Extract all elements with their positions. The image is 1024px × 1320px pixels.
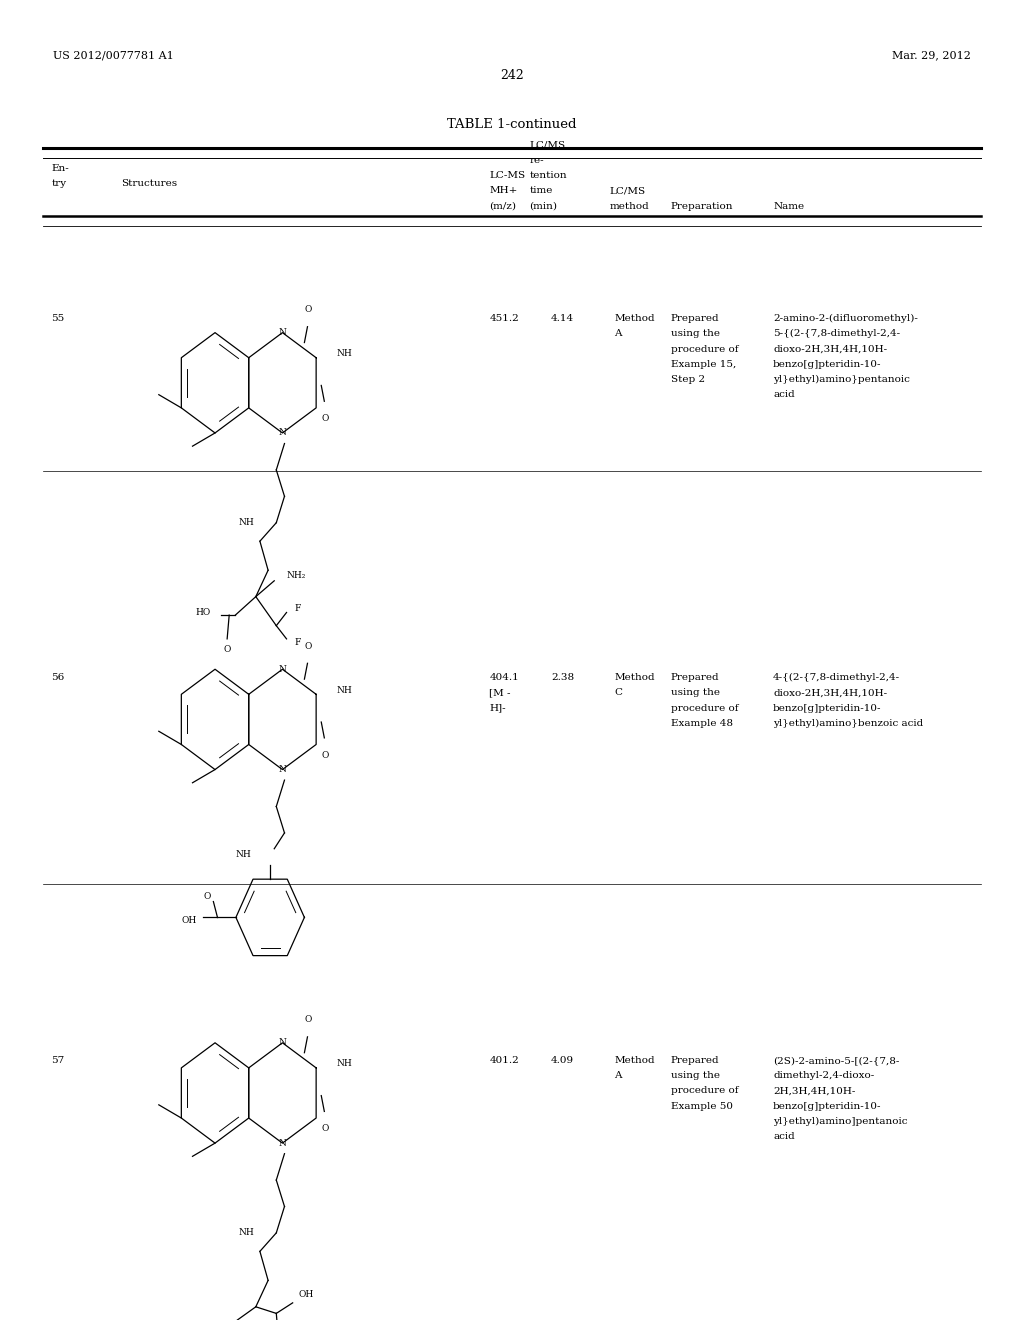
Text: procedure of: procedure of (671, 345, 738, 354)
Text: F: F (295, 605, 301, 612)
Text: using the: using the (671, 1072, 720, 1080)
Text: NH: NH (337, 686, 352, 694)
Text: MH+: MH+ (489, 186, 518, 195)
Text: Prepared: Prepared (671, 673, 719, 682)
Text: re-: re- (529, 156, 544, 165)
Text: 4.14: 4.14 (551, 314, 574, 323)
Text: Example 15,: Example 15, (671, 359, 736, 368)
Text: Prepared: Prepared (671, 1056, 719, 1065)
Text: yl}ethyl)amino}benzoic acid: yl}ethyl)amino}benzoic acid (773, 718, 924, 727)
Text: acid: acid (773, 391, 795, 399)
Text: N: N (279, 1139, 287, 1147)
Text: OH: OH (181, 916, 197, 924)
Text: NH: NH (236, 850, 252, 858)
Text: 5-{(2-{7,8-dimethyl-2,4-: 5-{(2-{7,8-dimethyl-2,4- (773, 329, 900, 338)
Text: TABLE 1-continued: TABLE 1-continued (447, 117, 577, 131)
Text: NH₂: NH₂ (287, 572, 306, 579)
Text: Mar. 29, 2012: Mar. 29, 2012 (892, 50, 971, 61)
Text: 55: 55 (51, 314, 65, 323)
Text: acid: acid (773, 1131, 795, 1140)
Text: benzo[g]pteridin-10-: benzo[g]pteridin-10- (773, 359, 882, 368)
Text: O: O (305, 642, 312, 651)
Text: Method: Method (614, 314, 655, 323)
Text: 4-{(2-{7,8-dimethyl-2,4-: 4-{(2-{7,8-dimethyl-2,4- (773, 673, 900, 682)
Text: LC-MS: LC-MS (489, 172, 525, 181)
Text: 451.2: 451.2 (489, 314, 519, 323)
Text: F: F (295, 639, 301, 647)
Text: Example 48: Example 48 (671, 718, 733, 727)
Text: N: N (279, 1039, 287, 1047)
Text: O: O (204, 892, 211, 900)
Text: procedure of: procedure of (671, 704, 738, 713)
Text: benzo[g]pteridin-10-: benzo[g]pteridin-10- (773, 704, 882, 713)
Text: N: N (279, 429, 287, 437)
Text: procedure of: procedure of (671, 1086, 738, 1096)
Text: NH: NH (337, 1060, 352, 1068)
Text: Prepared: Prepared (671, 314, 719, 323)
Text: O: O (223, 645, 230, 653)
Text: (2S)-2-amino-5-[(2-{7,8-: (2S)-2-amino-5-[(2-{7,8- (773, 1056, 899, 1065)
Text: C: C (614, 689, 623, 697)
Text: using the: using the (671, 689, 720, 697)
Text: 2.38: 2.38 (551, 673, 574, 682)
Text: 57: 57 (51, 1056, 65, 1065)
Text: A: A (614, 1072, 622, 1080)
Text: H]-: H]- (489, 704, 506, 713)
Text: N: N (279, 329, 287, 337)
Text: Example 50: Example 50 (671, 1101, 733, 1110)
Text: [M -: [M - (489, 689, 511, 697)
Text: yl}ethyl)amino]pentanoic: yl}ethyl)amino]pentanoic (773, 1117, 907, 1126)
Text: Step 2: Step 2 (671, 375, 705, 384)
Text: LC/MS: LC/MS (609, 186, 645, 195)
Text: 2-amino-2-(difluoromethyl)-: 2-amino-2-(difluoromethyl)- (773, 314, 918, 323)
Text: OH: OH (299, 1291, 314, 1299)
Text: 242: 242 (500, 69, 524, 82)
Text: dioxo-2H,3H,4H,10H-: dioxo-2H,3H,4H,10H- (773, 689, 887, 697)
Text: yl}ethyl)amino}pentanoic: yl}ethyl)amino}pentanoic (773, 375, 910, 384)
Text: NH: NH (238, 519, 254, 527)
Text: dimethyl-2,4-dioxo-: dimethyl-2,4-dioxo- (773, 1072, 874, 1080)
Text: Name: Name (773, 202, 804, 211)
Text: benzo[g]pteridin-10-: benzo[g]pteridin-10- (773, 1101, 882, 1110)
Text: 401.2: 401.2 (489, 1056, 519, 1065)
Text: 4.09: 4.09 (551, 1056, 574, 1065)
Text: tention: tention (529, 172, 567, 181)
Text: time: time (529, 186, 553, 195)
Text: NH: NH (238, 1229, 254, 1237)
Text: En-: En- (51, 164, 69, 173)
Text: using the: using the (671, 329, 720, 338)
Text: Method: Method (614, 1056, 655, 1065)
Text: Structures: Structures (121, 178, 177, 187)
Text: LC/MS: LC/MS (529, 141, 565, 150)
Text: 404.1: 404.1 (489, 673, 519, 682)
Text: A: A (614, 329, 622, 338)
Text: Method: Method (614, 673, 655, 682)
Text: Preparation: Preparation (671, 202, 733, 211)
Text: method: method (609, 202, 649, 211)
Text: NH: NH (337, 350, 352, 358)
Text: HO: HO (196, 609, 211, 616)
Text: 2H,3H,4H,10H-: 2H,3H,4H,10H- (773, 1086, 855, 1096)
Text: O: O (322, 414, 329, 422)
Text: N: N (279, 766, 287, 774)
Text: O: O (322, 751, 329, 759)
Text: 56: 56 (51, 673, 65, 682)
Text: O: O (322, 1125, 329, 1133)
Text: N: N (279, 665, 287, 673)
Text: US 2012/0077781 A1: US 2012/0077781 A1 (53, 50, 174, 61)
Text: (min): (min) (529, 202, 557, 211)
Text: O: O (305, 305, 312, 314)
Text: (m/z): (m/z) (489, 202, 516, 211)
Text: O: O (305, 1015, 312, 1024)
Text: dioxo-2H,3H,4H,10H-: dioxo-2H,3H,4H,10H- (773, 345, 887, 354)
Text: try: try (51, 178, 67, 187)
